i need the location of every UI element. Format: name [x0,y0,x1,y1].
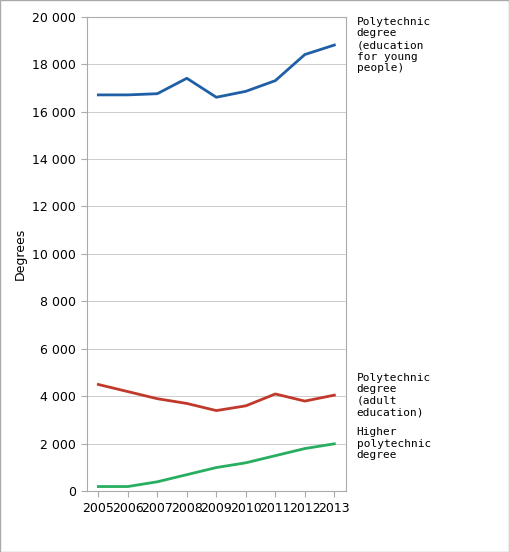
Text: Polytechnic
degree
(adult
education): Polytechnic degree (adult education) [356,373,431,417]
Text: Higher
polytechnic
degree: Higher polytechnic degree [356,427,431,460]
Y-axis label: Degrees: Degrees [14,228,26,280]
Text: Polytechnic
degree
(education
for young
people): Polytechnic degree (education for young … [356,17,431,73]
